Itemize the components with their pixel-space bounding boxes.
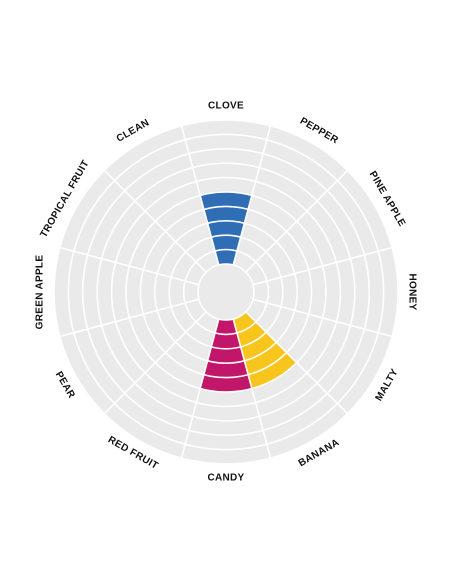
- radial-gridline: [252, 298, 393, 338]
- bar-clove: [200, 192, 252, 265]
- ring-gridline: [125, 191, 327, 393]
- ring-gridline: [110, 176, 342, 408]
- ring-gridline: [96, 162, 356, 422]
- bar-candy: [200, 319, 252, 392]
- ring-gridline: [139, 205, 313, 379]
- radial-gridline: [59, 246, 200, 286]
- bar-banana: [233, 311, 297, 389]
- radial-gridline: [103, 169, 207, 273]
- chart-gridlines: [53, 119, 399, 465]
- radial-gridline: [103, 311, 207, 415]
- radial-gridline: [180, 125, 220, 266]
- label-clove: CLOVE: [208, 101, 244, 112]
- ring-gridline: [154, 220, 298, 364]
- ring-gridline: [168, 234, 284, 350]
- radial-gridline: [232, 318, 272, 459]
- chart-hub: [197, 263, 255, 321]
- label-candy: CANDY: [207, 473, 244, 484]
- label-honey: HONEY: [406, 273, 417, 310]
- radial-gridline: [232, 125, 272, 266]
- radial-gridline: [245, 311, 349, 415]
- radial-gridline: [252, 246, 393, 286]
- ring-gridline: [53, 119, 399, 465]
- radial-gridline: [59, 298, 200, 338]
- label-green-apple: GREEN APPLE: [35, 255, 46, 330]
- label-pear: PEAR: [53, 370, 77, 401]
- chart-bars: [200, 192, 297, 392]
- ring-gridline: [182, 248, 270, 336]
- ring-gridline: [82, 148, 370, 436]
- radial-gridline: [180, 318, 220, 459]
- ring-gridline: [67, 133, 385, 451]
- radial-gridline: [245, 169, 349, 273]
